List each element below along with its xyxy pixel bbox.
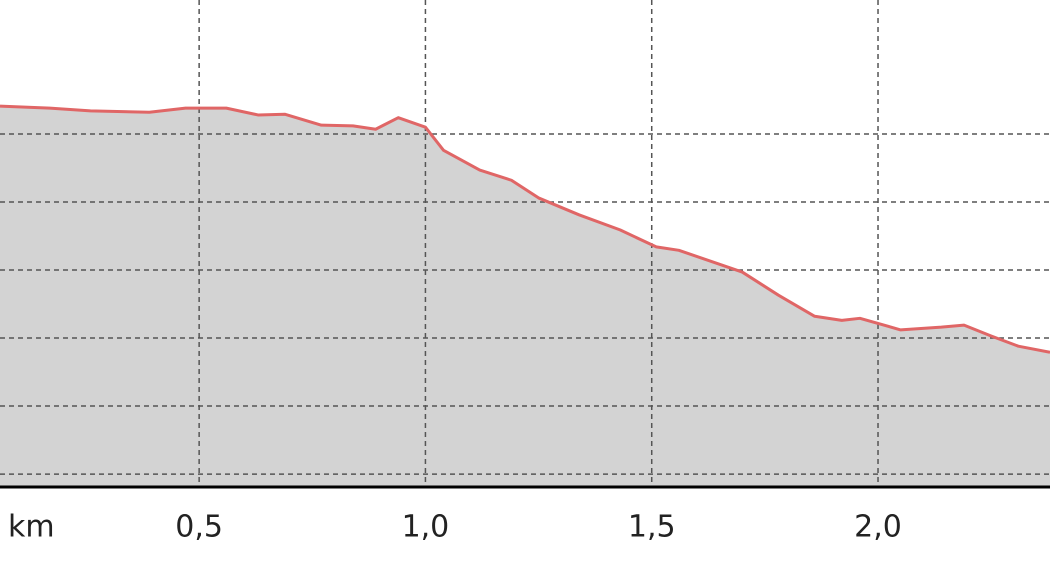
x-tick-label: 0,5 [175, 510, 223, 545]
x-tick-label: 1,0 [402, 510, 450, 545]
elevation-line [0, 104, 1050, 354]
area-fill [0, 106, 1050, 488]
x-tick-label: 2,0 [854, 510, 902, 545]
x-tick-label: 1,5 [628, 510, 676, 545]
x-axis-label: km [8, 510, 55, 545]
